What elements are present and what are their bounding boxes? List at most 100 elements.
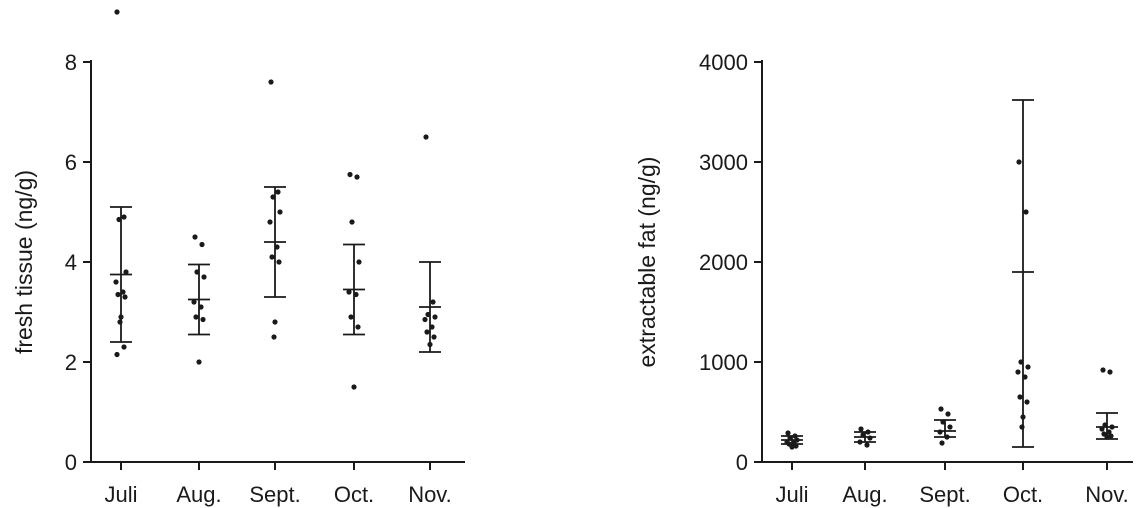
data-point: [194, 269, 200, 275]
data-point: [857, 439, 863, 445]
data-point: [114, 9, 120, 15]
data-point: [347, 171, 353, 178]
data-point: [1100, 367, 1106, 373]
data-point: [789, 444, 795, 450]
y-tick-label: 3000: [699, 150, 748, 175]
x-tick-label: Oct.: [334, 482, 374, 507]
data-point: [356, 259, 362, 265]
data-point: [1018, 359, 1024, 365]
y-tick-label: 0: [736, 450, 748, 475]
data-point: [353, 291, 359, 298]
data-point: [1020, 414, 1026, 420]
data-point: [121, 214, 127, 220]
data-point: [1017, 394, 1023, 400]
data-point: [348, 314, 354, 320]
data-point: [1019, 424, 1025, 430]
data-point: [425, 311, 431, 318]
data-point: [1109, 424, 1115, 430]
data-point: [123, 269, 129, 275]
right-panel-extractable-fat: 0 1000 2000 3000 4000 extractable fat (ng/g) J…: [634, 50, 1133, 507]
data-point: [865, 429, 871, 435]
x-tick-label: Nov.: [1085, 482, 1129, 507]
x-tick-label: Juli: [775, 482, 808, 507]
data-point: [1102, 422, 1108, 428]
data-point: [272, 319, 278, 325]
data-point: [114, 351, 120, 358]
y-tick-label: 8: [65, 50, 77, 75]
x-tick-label: Oct.: [1003, 482, 1043, 507]
data-point: [1024, 399, 1030, 405]
data-point: [116, 216, 122, 223]
data-point: [938, 406, 944, 412]
data-point: [1106, 429, 1112, 435]
data-point: [274, 244, 280, 250]
data-point: [268, 79, 274, 85]
data-point: [947, 424, 953, 430]
data-point: [201, 274, 207, 280]
data-point: [939, 440, 945, 446]
data-point: [785, 430, 791, 436]
data-point: [430, 299, 436, 305]
x-tick-label: Aug.: [842, 482, 887, 507]
data-point: [267, 219, 273, 225]
y-tick-label: 2: [65, 350, 77, 375]
data-point: [115, 291, 121, 298]
y-tick-label: 1000: [699, 350, 748, 375]
data-point: [792, 433, 798, 439]
y-tick-label: 4: [65, 250, 77, 275]
data-point: [864, 442, 870, 448]
data-point: [1015, 369, 1021, 375]
y-axis-title: fresh tissue (ng/g): [11, 170, 37, 354]
data-point: [275, 189, 281, 195]
data-point: [199, 241, 205, 248]
x-tick-label: Aug.: [176, 482, 221, 507]
data-point: [191, 299, 197, 305]
y-tick-label: 0: [65, 450, 77, 475]
data-point: [937, 429, 943, 435]
data-point: [198, 304, 204, 310]
data-point: [113, 279, 119, 285]
data-point: [1016, 159, 1022, 165]
data-point: [1023, 209, 1029, 215]
data-point: [860, 432, 866, 438]
data-point: [117, 319, 123, 325]
data-point: [787, 435, 793, 441]
data-point: [200, 316, 206, 323]
data-point: [1104, 434, 1110, 440]
data-point: [427, 341, 433, 348]
data-point: [277, 209, 283, 215]
data-point: [351, 384, 357, 390]
left-panel-fresh-tissue: 0 2 4 6 8 fresh tissue (ng/g) Juli Aug. Sept. Oct…: [11, 9, 465, 507]
data-point: [944, 434, 950, 440]
data-point: [858, 426, 864, 432]
data-point: [940, 419, 946, 425]
y-tick-label: 4000: [699, 50, 748, 75]
x-tick-label: Juli: [104, 482, 137, 507]
x-tick-label: Nov.: [408, 482, 452, 507]
x-tick-label: Sept.: [919, 482, 970, 507]
data-point: [431, 334, 437, 340]
data-point: [120, 289, 126, 295]
data-point: [193, 314, 199, 320]
data-point: [1099, 426, 1105, 432]
y-tick-label: 2000: [699, 250, 748, 275]
data-point: [269, 254, 275, 260]
x-tick-label: Sept.: [249, 482, 300, 507]
data-point: [793, 443, 799, 449]
data-point: [121, 344, 127, 350]
data-point: [346, 289, 352, 295]
data-point: [192, 234, 198, 240]
data-point: [355, 324, 361, 330]
data-point: [1025, 364, 1031, 370]
data-point: [118, 314, 124, 320]
y-axis-title: extractable fat (ng/g): [634, 157, 660, 368]
data-point: [354, 174, 360, 180]
data-point: [432, 314, 438, 320]
data-point: [270, 194, 276, 200]
data-point: [422, 316, 428, 323]
data-point: [122, 294, 128, 300]
data-point: [1107, 369, 1113, 375]
data-point: [423, 134, 429, 140]
data-point: [349, 219, 355, 225]
